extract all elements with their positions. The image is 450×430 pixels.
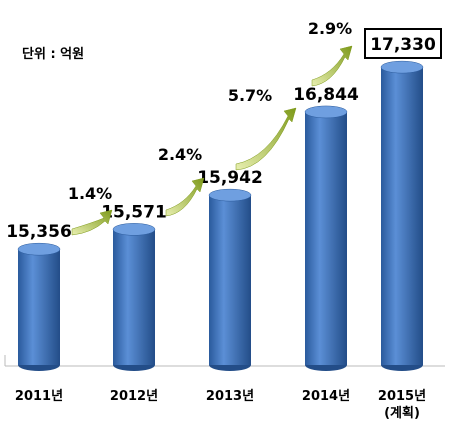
x-tick-label: 2014년 <box>301 389 351 404</box>
bar <box>209 195 251 365</box>
x-tick-label: 2011년 <box>14 389 64 404</box>
x-tick-label: 2013년 <box>205 389 255 404</box>
bar <box>305 111 347 365</box>
unit-label: 단위 : 억원 <box>22 46 84 62</box>
value-label: 16,844 <box>293 85 359 105</box>
value-label-box <box>364 28 442 59</box>
value-label: 15,942 <box>197 168 263 188</box>
bar <box>18 249 60 365</box>
growth-arrow <box>311 45 353 87</box>
bar <box>381 67 423 365</box>
growth-arrow <box>165 177 205 217</box>
value-label: 15,571 <box>101 202 167 222</box>
bar-top <box>208 188 252 202</box>
bar-top <box>304 105 348 119</box>
bar-top <box>17 242 61 256</box>
bar <box>113 229 155 365</box>
bar-top <box>112 223 156 236</box>
growth-label: 2.9% <box>308 19 352 38</box>
growth-arrow <box>235 107 297 171</box>
bar-top <box>380 60 424 74</box>
x-tick-label: 2015년 (계획) <box>377 389 427 421</box>
growth-label: 2.4% <box>158 145 202 164</box>
growth-arrow <box>71 209 113 236</box>
growth-label: 5.7% <box>228 86 272 105</box>
x-tick-label: 2012년 <box>109 389 159 404</box>
value-label: 17,330 <box>370 35 436 55</box>
growth-label: 1.4% <box>68 184 112 203</box>
value-label: 15,356 <box>6 222 72 242</box>
